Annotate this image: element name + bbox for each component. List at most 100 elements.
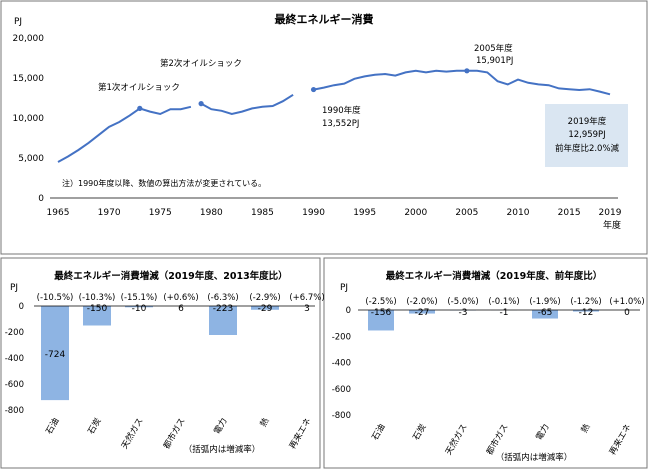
line-chart-xtick-label: 1975 [149, 208, 172, 218]
bar [573, 310, 599, 312]
line-chart-series-line [200, 93, 294, 116]
bar-chart-vs-2013-category-labels: 石油 石炭 天然ガス 都市ガス 電力熱再来エネ [44, 416, 314, 451]
bar-rate-label: (-1.9%) [529, 297, 560, 307]
bar-value-label: 3 [304, 304, 310, 314]
bar-value-label: -150 [87, 304, 108, 314]
bar-chart-vs-2013-value-labels: -724 -150 -10 6 -223 -29 3 [45, 304, 310, 360]
bar [368, 310, 394, 331]
bar-category-label: 再来エネ [288, 417, 314, 451]
bar-rate-label: (-0.1%) [488, 297, 519, 307]
line-chart-xtick-label: 1970 [98, 208, 121, 218]
line-chart-series-line [57, 107, 141, 163]
annotation-oil-shock-2: 第2次オイルショック [160, 58, 242, 69]
line-chart-xtick-label: 1990 [302, 208, 325, 218]
line-chart-point-marker [310, 86, 317, 93]
annotation-2005-value: 15,901PJ [476, 56, 513, 66]
bar-rate-label: (-10.5%) [37, 293, 74, 303]
bar-rate-label: (-15.1%) [121, 293, 158, 303]
top-panel-frame [0, 0, 648, 255]
line-chart-ytick-label: 0 [38, 194, 44, 204]
bar-ytick-label: -600 [5, 380, 24, 390]
bar-value-label: -65 [538, 308, 553, 318]
bar-category-label: 再来エネ [608, 423, 634, 457]
line-chart-xtick-label: 2000 [404, 208, 427, 218]
line-chart-xtick-label: 1980 [200, 208, 223, 218]
summary-box-line1: 2019年度 [568, 116, 607, 127]
bar-ytick-label: -600 [332, 385, 351, 395]
bar-category-label: 天然ガス [119, 416, 146, 451]
bar-rate-label: (-2.9%) [249, 293, 280, 303]
bar [83, 306, 111, 326]
bar-ytick-label: 0 [346, 306, 351, 316]
bar-rate-label: (+0.6%) [163, 293, 198, 303]
summary-box-line2: 12,959PJ [568, 130, 605, 140]
bar-chart-vs-prev-year-yticks: 0 -200 -400 -600 -800 [332, 306, 351, 421]
line-chart-ytick-label: 20,000 [13, 34, 45, 44]
bar-category-label: 石炭 [411, 422, 428, 442]
bar-ytick-label: -400 [5, 354, 24, 364]
bar-chart-vs-prev-year: 最終エネルギー消費増減（2019年度、前年度比） PJ 0 -200 -400 -60… [332, 270, 645, 463]
bar [532, 310, 558, 319]
bar-value-label: 6 [178, 304, 184, 314]
bar-category-label: 石炭 [86, 416, 103, 436]
line-chart-xlabel-suffix: 年度 [603, 219, 621, 231]
right-panel-frame [323, 257, 648, 469]
bar-category-label: 都市ガス [484, 422, 511, 457]
line-chart-title: 最終エネルギー消費 [275, 12, 374, 26]
bar-value-label: -27 [415, 308, 430, 318]
bar-chart-vs-prev-year-value-labels: -156 -27 -3 -1 -65 -12 0 [371, 308, 630, 318]
line-chart-xtick-label: 2019 [599, 208, 622, 218]
line-chart-series [57, 69, 611, 163]
bar-ytick-label: -400 [332, 359, 351, 369]
annotation-1990-value: 13,552PJ [322, 119, 359, 129]
bar-category-label: 熱 [579, 422, 593, 435]
line-chart-markers [137, 68, 470, 111]
bar-value-label: -10 [132, 304, 147, 314]
line-chart-point-marker [198, 101, 204, 107]
bar-rate-label: (-5.0%) [447, 297, 478, 307]
bar-value-label: -1 [500, 308, 509, 318]
bar-chart-vs-prev-year-title: 最終エネルギー消費増減（2019年度、前年度比） [386, 270, 602, 282]
bar-value-label: -12 [579, 308, 594, 318]
bar-ytick-label: 0 [19, 302, 24, 312]
bar-chart-vs-2013-rate-labels: (-10.5%) (-10.3%) (-15.1%) (+0.6%) (-6.3%) (-… [37, 293, 325, 303]
annotation-2005-year: 2005年度 [474, 43, 513, 54]
annotation-oil-shock-1: 第1次オイルショック [98, 82, 180, 93]
summary-box [545, 104, 628, 167]
bar [125, 306, 153, 308]
line-chart-ytick-label: 15,000 [13, 74, 45, 84]
line-chart: 最終エネルギー消費 PJ 0 5,000 10,000 15,000 20,000 19… [13, 12, 628, 231]
bar-value-label: -29 [258, 304, 273, 314]
line-chart-xtick-label: 1965 [47, 208, 70, 218]
bar-ytick-label: -200 [5, 328, 24, 338]
bar-rate-label: (-2.5%) [365, 297, 396, 307]
bar-value-label: 0 [624, 308, 630, 318]
bar-rate-label: (-2.0%) [406, 297, 437, 307]
bar-chart-vs-2013-title: 最終エネルギー消費増減（2019年度、2013年度比） [54, 270, 287, 282]
bar-rate-label: (-1.2%) [570, 297, 601, 307]
bar-value-label: -156 [371, 308, 392, 318]
bar-category-label: 石油 [44, 416, 62, 436]
line-chart-ytick-label: 5,000 [18, 154, 44, 164]
bar [251, 306, 279, 310]
bar-chart-vs-2013-yticks: 0 -200 -400 -600 -800 [5, 302, 24, 416]
bar [41, 306, 69, 401]
bar [209, 306, 237, 335]
bar-rate-label: (-10.3%) [79, 293, 116, 303]
line-chart-series-line [139, 105, 192, 116]
line-chart-xtick-label: 1995 [353, 208, 376, 218]
bar-chart-vs-prev-year-category-labels: 石油 石炭 天然ガス 都市ガス 電力 熱 再来エネ [370, 422, 634, 457]
bar-value-label: -223 [213, 304, 233, 314]
bar-ytick-label: -200 [332, 332, 351, 342]
bar-category-label: 石油 [370, 422, 388, 442]
bar-rate-label: (+1.0%) [609, 297, 644, 307]
line-chart-xticks: 1965 1970 1975 1980 1985 1990 1995 2000 2005 2010… [47, 208, 622, 218]
bar-category-label: 熱 [258, 416, 272, 429]
line-chart-yticks: 0 5,000 10,000 15,000 20,000 [13, 34, 45, 204]
annotation-1990-year: 1990年度 [322, 105, 361, 116]
bar-chart-vs-2013: 最終エネルギー消費増減（2019年度、2013年度比） PJ 0 -200 -400… [5, 270, 325, 455]
line-chart-note: 注）1990年度以降、数値の算出方法が変更されている。 [62, 178, 266, 188]
bar [409, 310, 435, 314]
line-chart-xtick-label: 1985 [251, 208, 274, 218]
